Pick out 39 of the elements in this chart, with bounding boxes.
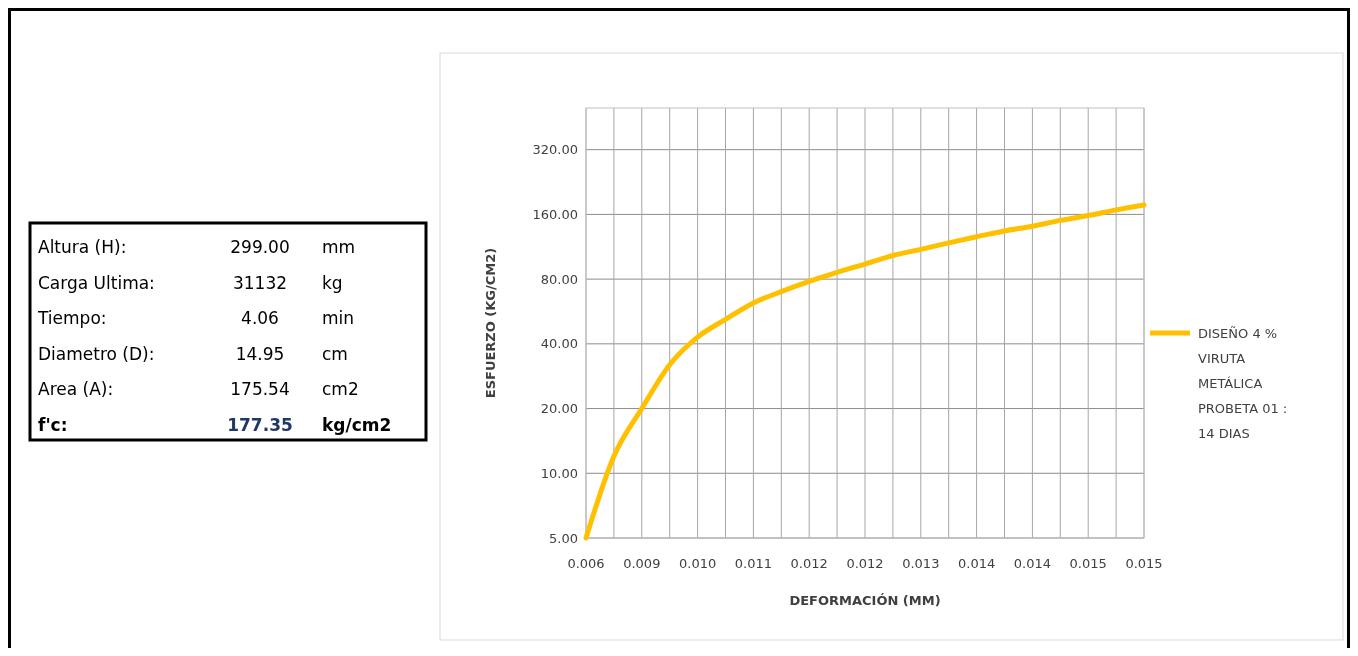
text: Diametro (D):	[38, 343, 155, 364]
y-tick-label: 80.00	[540, 271, 578, 287]
text: 299.00	[230, 237, 290, 257]
y-tick-label: 5.00	[549, 530, 578, 546]
y-tick-label: 320.00	[532, 142, 578, 158]
text: 175.54	[230, 379, 290, 399]
y-tick-label: 20.00	[540, 401, 578, 417]
x-tick-label: 0.014	[1013, 556, 1052, 571]
x-axis-title: DEFORMACIÓN (MM)	[789, 593, 941, 608]
text: cm	[322, 343, 348, 364]
text: 4.06	[241, 308, 279, 328]
x-tick-label: 0.013	[902, 556, 940, 571]
text: kg	[322, 272, 343, 293]
x-tick-label: 0.011	[734, 556, 773, 571]
text: f'c:	[38, 414, 68, 435]
x-tick-label: 0.012	[790, 556, 828, 571]
text: Altura (H):	[38, 237, 127, 257]
x-tick-label: 0.012	[846, 556, 884, 571]
text: cm2	[322, 379, 359, 399]
x-tick-label: 0.009	[623, 556, 661, 571]
text: Carga Ultima:	[38, 272, 155, 293]
x-tick-label: 0.014	[957, 556, 996, 571]
text: Tiempo:	[37, 308, 107, 328]
x-tick-label: 0.015	[1069, 556, 1107, 571]
y-tick-label: 10.00	[540, 465, 578, 481]
text: Area (A):	[38, 379, 114, 399]
x-tick-label: 0.006	[567, 556, 605, 571]
text: 177.35	[227, 414, 293, 435]
y-axis-title: ESFUERZO (KG/CM2)	[483, 247, 498, 399]
text: 14.95	[235, 343, 285, 364]
x-tick-label: 0.010	[678, 556, 717, 571]
text: 31132	[232, 272, 288, 293]
y-tick-label: 160.00	[532, 206, 578, 222]
y-tick-label: 40.00	[540, 336, 578, 352]
text: min	[322, 308, 355, 328]
text: mm	[322, 237, 356, 257]
x-tick-label: 0.015	[1125, 556, 1163, 571]
legend-label: DISEÑO 4 % VIRUTA METÁLICA PROBETA 01 : 14 DIAS	[1198, 325, 1288, 441]
text: kg/cm2	[322, 414, 392, 435]
